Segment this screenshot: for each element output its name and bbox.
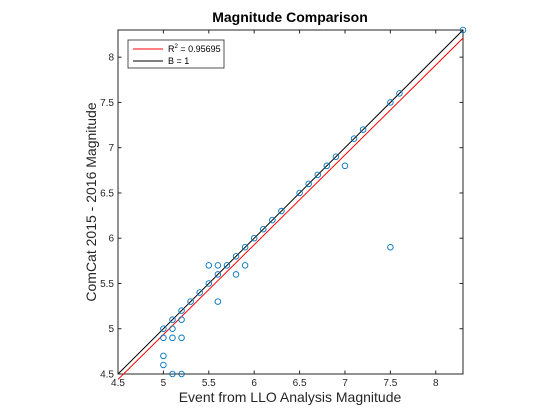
data-point <box>214 271 222 278</box>
data-point <box>232 271 240 278</box>
data-point <box>387 99 394 106</box>
legend: R2 = 0.95695 B = 1 <box>127 39 225 69</box>
data-point <box>160 325 167 332</box>
legend-label-fit: R2 = 0.95695 <box>168 44 221 54</box>
data-point <box>160 361 167 369</box>
data-point <box>387 244 394 251</box>
legend-r2-superscript: 2 <box>175 44 179 50</box>
data-point <box>396 90 403 97</box>
data-point <box>260 225 267 233</box>
data-point <box>169 334 176 342</box>
data-point <box>205 262 213 269</box>
x-tick-label: 5.5 <box>202 378 216 389</box>
legend-r2-value: = 0.95695 <box>178 44 221 54</box>
x-axis-label: Event from LLO Analysis Magnitude <box>179 389 402 405</box>
y-tick-label: 5.5 <box>100 279 114 290</box>
data-point <box>332 153 340 160</box>
data-point <box>169 325 176 332</box>
chart-title: Magnitude Comparison <box>212 9 368 25</box>
legend-box <box>127 39 225 69</box>
data-point <box>232 253 240 260</box>
data-point <box>160 334 167 342</box>
data-point <box>269 216 276 224</box>
x-tick-label: 8 <box>433 378 439 389</box>
data-point <box>359 126 367 133</box>
x-tick-label: 5 <box>161 378 167 389</box>
y-tick-label: 5 <box>108 324 114 335</box>
series-layer <box>117 29 464 380</box>
data-point <box>459 26 467 34</box>
data-point <box>241 262 249 269</box>
data-point <box>214 298 222 305</box>
data-point <box>250 234 258 242</box>
x-tick-label: 4.5 <box>111 378 125 389</box>
data-point <box>187 298 194 305</box>
data-point <box>178 334 185 342</box>
data-point <box>341 162 349 170</box>
x-tick-label: 6.5 <box>293 378 307 389</box>
data-point <box>169 316 176 323</box>
data-point <box>169 370 176 378</box>
y-tick-label: 4.5 <box>100 370 114 381</box>
series-line-fit <box>117 37 464 380</box>
data-point <box>241 244 249 251</box>
y-tick-label: 6.5 <box>100 188 114 199</box>
data-point <box>305 180 312 188</box>
data-point <box>296 189 303 197</box>
data-point <box>196 289 203 296</box>
data-point <box>323 162 331 170</box>
data-point <box>178 370 185 378</box>
y-tick-label: 6 <box>108 234 114 245</box>
y-tick-label: 8 <box>108 53 114 64</box>
data-point <box>160 352 167 360</box>
y-tick-label: 7 <box>108 143 114 154</box>
data-point <box>278 207 285 215</box>
plot-area <box>117 26 467 380</box>
data-point <box>223 262 231 269</box>
data-point <box>205 280 213 287</box>
data-point <box>314 171 321 179</box>
series-line-identity <box>117 29 464 375</box>
x-tick-label: 7 <box>342 378 348 389</box>
data-point <box>214 262 222 269</box>
data-point <box>178 307 185 314</box>
x-tick-label: 6 <box>251 378 257 389</box>
y-axis-label: ComCat 2015 - 2016 Magnitude <box>83 102 99 301</box>
y-axis-ticks: 4.5 5 5.5 6 6.5 7 7.5 8 <box>100 53 463 381</box>
data-point <box>178 316 185 323</box>
x-tick-label: 7.5 <box>383 378 397 389</box>
y-tick-label: 7.5 <box>100 98 114 109</box>
data-point <box>350 135 358 142</box>
x-axis-ticks: 4.5 5 5.5 6 6.5 7 7.5 8 <box>111 30 439 389</box>
legend-r2-prefix: R <box>168 44 175 54</box>
legend-label-identity: B = 1 <box>168 56 189 66</box>
scatter-points <box>160 26 467 378</box>
